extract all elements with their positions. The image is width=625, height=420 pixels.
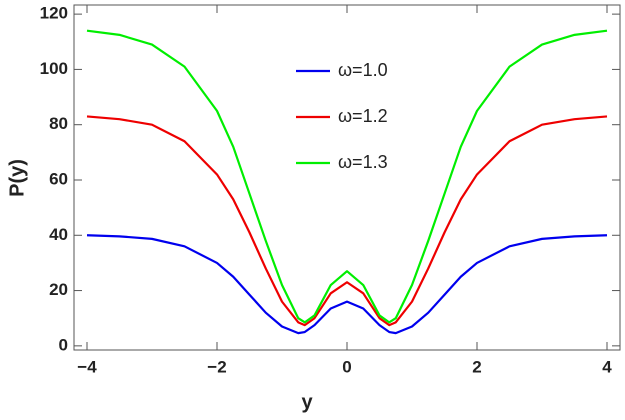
legend-label: ω=1.3: [338, 152, 388, 172]
y-tick-label: 40: [49, 225, 68, 244]
y-tick-label: 60: [49, 169, 68, 188]
legend-label: ω=1.2: [338, 106, 388, 126]
plot-frame: [73, 4, 621, 351]
y-tick-label: 120: [40, 4, 68, 23]
y-tick-label: 20: [49, 280, 68, 299]
x-tick-label: 4: [602, 357, 612, 376]
x-tick-label: 2: [472, 357, 481, 376]
y-tick-label: 100: [40, 59, 68, 78]
x-tick-label: −4: [77, 357, 97, 376]
x-tick-label: −2: [207, 357, 226, 376]
y-tick-label: 80: [49, 114, 68, 133]
y-axis-label: P(y): [6, 159, 28, 197]
line-series: [86, 29, 608, 324]
x-tick-label: 0: [342, 357, 351, 376]
legend-label: ω=1.0: [338, 60, 388, 80]
y-tick-label: 0: [59, 335, 68, 354]
line-series: [86, 115, 608, 327]
line-series: [86, 234, 608, 335]
x-axis-label: y: [301, 391, 313, 413]
